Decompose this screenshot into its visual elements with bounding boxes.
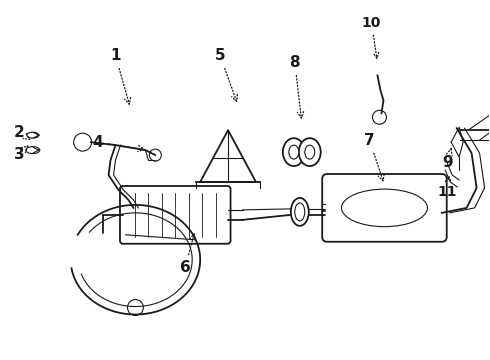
Text: 8: 8 (290, 55, 304, 118)
Text: 2: 2 (14, 125, 30, 140)
Text: 9: 9 (442, 149, 453, 170)
Ellipse shape (299, 138, 321, 166)
Text: 10: 10 (362, 15, 381, 58)
Text: 7: 7 (364, 132, 384, 181)
FancyBboxPatch shape (120, 186, 231, 244)
Ellipse shape (289, 145, 299, 159)
Text: 6: 6 (180, 234, 196, 275)
Text: 4: 4 (92, 135, 144, 152)
Ellipse shape (283, 138, 305, 166)
Ellipse shape (291, 198, 309, 226)
FancyBboxPatch shape (322, 174, 447, 242)
Text: 5: 5 (215, 48, 238, 102)
Text: 3: 3 (14, 146, 28, 162)
Ellipse shape (342, 189, 427, 227)
Ellipse shape (26, 147, 40, 154)
Ellipse shape (295, 203, 305, 221)
Ellipse shape (305, 145, 315, 159)
Circle shape (127, 300, 144, 315)
Text: 1: 1 (110, 48, 130, 104)
Circle shape (74, 133, 92, 151)
Circle shape (372, 110, 387, 124)
Circle shape (149, 149, 161, 161)
Ellipse shape (27, 132, 39, 138)
Text: 11: 11 (438, 176, 457, 199)
